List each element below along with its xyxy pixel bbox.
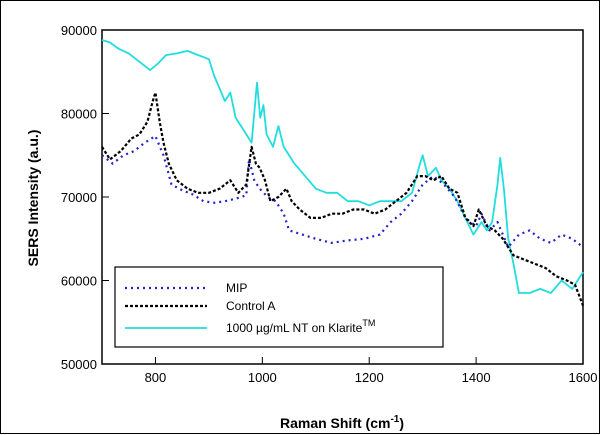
y-tick-label: 70000 <box>61 190 97 205</box>
series-line-0 <box>101 134 584 249</box>
legend-label-control-a: Control A <box>226 299 275 313</box>
y-tick-label: 90000 <box>61 23 97 38</box>
y-tick-label: 80000 <box>61 107 97 122</box>
x-axis-label-close: ) <box>399 415 404 431</box>
y-tick-label: 50000 <box>61 357 97 372</box>
series-line-2 <box>101 39 584 294</box>
x-tick-label: 800 <box>145 370 167 385</box>
legend-label-klarite: 1000 µg/mL NT on KlariteTM <box>226 318 375 335</box>
legend-label-klarite-sup: TM <box>362 318 375 328</box>
series-layer <box>101 39 585 306</box>
legend-box <box>114 266 444 348</box>
legend-label-mip: MIP <box>226 281 247 295</box>
y-tick-label: 60000 <box>61 274 97 289</box>
x-axis-label-sup: -1 <box>390 414 399 425</box>
x-tick-label: 1000 <box>248 370 277 385</box>
y-axis: 50000 60000 70000 80000 90000 <box>61 23 109 372</box>
legend-label-klarite-text: 1000 µg/mL NT on Klarite <box>226 321 363 335</box>
x-axis: 800 1000 1200 1400 1600 <box>145 357 598 385</box>
series-line-1 <box>101 91 585 306</box>
x-axis-label: Raman Shift (cm-1) <box>280 414 404 431</box>
x-tick-label: 1200 <box>355 370 384 385</box>
x-tick-label: 1400 <box>462 370 491 385</box>
legend: MIP Control A 1000 µg/mL NT on KlariteTM <box>114 266 444 348</box>
y-axis-label: SERS Intensity (a.u.) <box>25 130 41 267</box>
x-tick-label: 1600 <box>569 370 598 385</box>
x-axis-label-text: Raman Shift (cm <box>280 415 390 431</box>
